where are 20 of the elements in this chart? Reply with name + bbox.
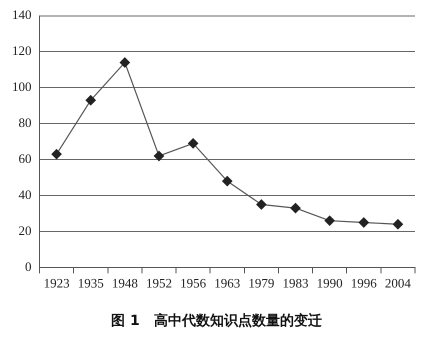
x-tick-label: 1979 <box>248 276 274 291</box>
y-tick-label: 20 <box>18 222 32 238</box>
x-tick-label: 1956 <box>180 276 207 291</box>
x-tick-label: 1935 <box>78 276 104 291</box>
y-tick-label: 40 <box>18 186 32 202</box>
x-tick-label: 1996 <box>350 276 378 291</box>
x-tick-label: 2004 <box>384 276 412 291</box>
y-tick-label: 140 <box>12 7 32 22</box>
text: 图 1 高中代数知识点数量的变迁 <box>110 312 323 330</box>
x-tick-label: 1923 <box>44 276 70 291</box>
y-tick-label: 80 <box>18 115 32 130</box>
x-tick-label: 1983 <box>282 276 309 291</box>
x-tick-label: 1990 <box>316 276 343 291</box>
y-tick-label: 100 <box>12 79 32 94</box>
x-tick-label: 1948 <box>112 276 138 291</box>
y-tick-label: 60 <box>18 150 32 166</box>
y-tick-label: 0 <box>25 258 32 274</box>
x-tick-label: 1963 <box>214 276 240 291</box>
x-tick-label: 1952 <box>146 276 172 291</box>
y-tick-label: 120 <box>12 43 32 58</box>
